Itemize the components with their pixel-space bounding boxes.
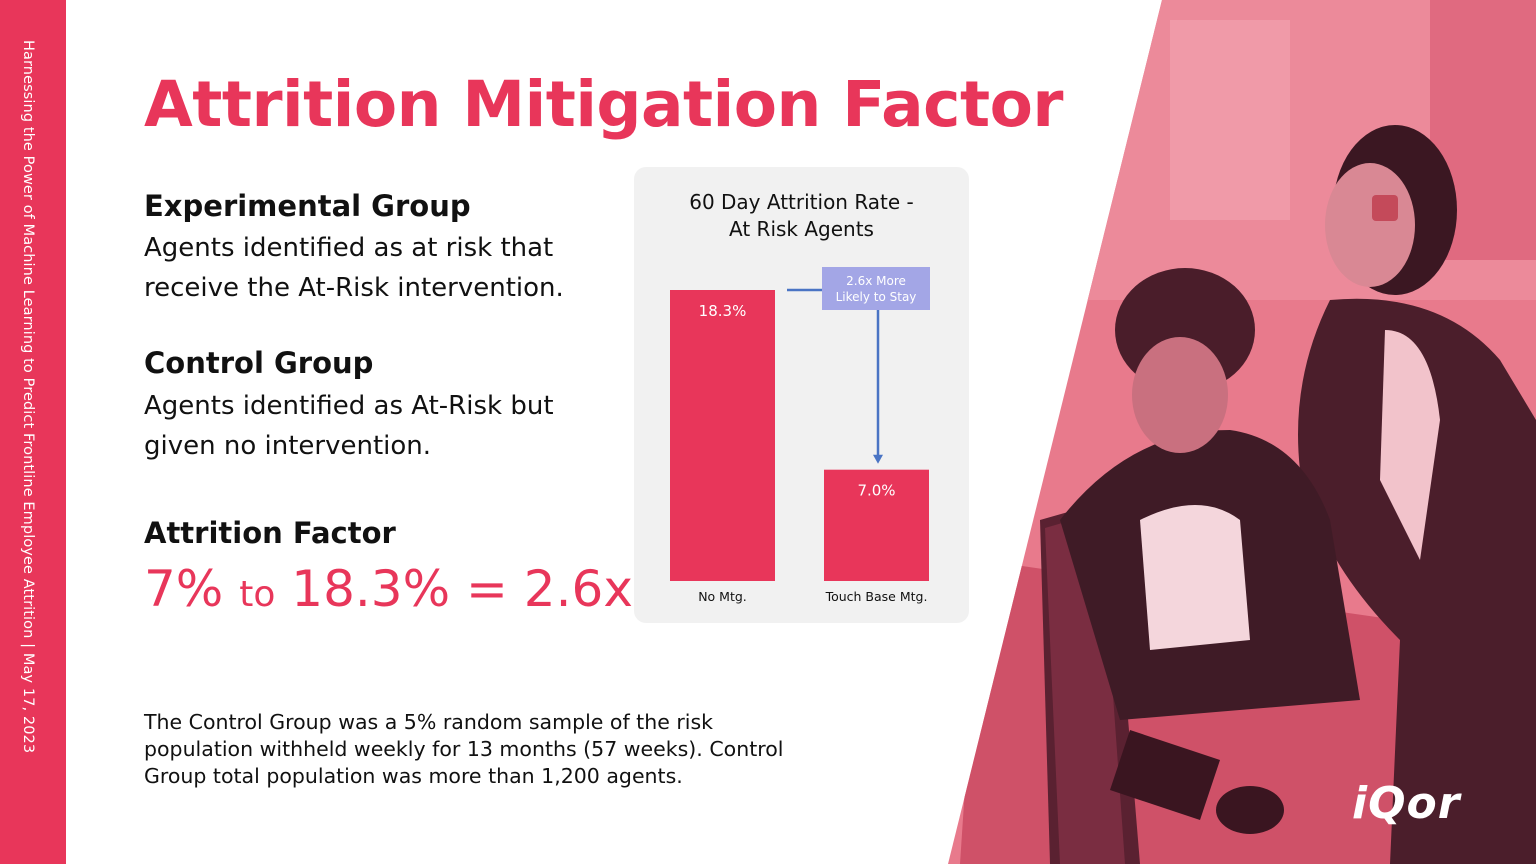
arrow-head [873,454,883,464]
annotation-line-2: Likely to Stay [836,290,917,304]
annotation-box [822,267,930,310]
control-group-description: Agents identified as At-Risk but given n… [144,391,554,461]
factor-value-a: 7% [144,560,224,618]
category-label-1: No Mtg. [698,589,747,604]
presentation-subtitle: Harnessing the Power of Machine Learning… [20,40,36,754]
attrition-rate-chart: 60 Day Attrition Rate - At Risk Agents 18.… [670,190,930,604]
experimental-group-description: Agents identified as at risk that receiv… [144,233,564,303]
category-label-2: Touch Base Mtg. [825,589,928,604]
control-group-heading: Control Group [144,346,374,380]
bar-2 [824,469,929,581]
attrition-chart-panel: 60 Day Attrition Rate - At Risk Agents 18.… [634,167,969,623]
chart-title-line-1: 60 Day Attrition Rate - [689,190,914,214]
bar-1 [670,290,775,581]
iqor-logo: iQor [1352,778,1461,829]
chart-title-line-2: At Risk Agents [729,217,874,241]
page-title: Attrition Mitigation Factor [144,68,1063,141]
attrition-factor-value: 7% to 18.3% = 2.6x [144,560,633,618]
data-label-2: 7.0% [857,482,895,500]
attrition-factor-heading: Attrition Factor [144,516,396,550]
factor-connector: to [239,574,276,615]
experimental-group-heading: Experimental Group [144,189,471,223]
annotation-line-1: 2.6x More [846,274,906,288]
data-label-1: 18.3% [699,302,747,320]
sidebar: Harnessing the Power of Machine Learning… [0,0,66,864]
methodology-note: The Control Group was a 5% random sample… [144,709,784,788]
factor-value-b: 18.3% = 2.6x [291,560,633,618]
